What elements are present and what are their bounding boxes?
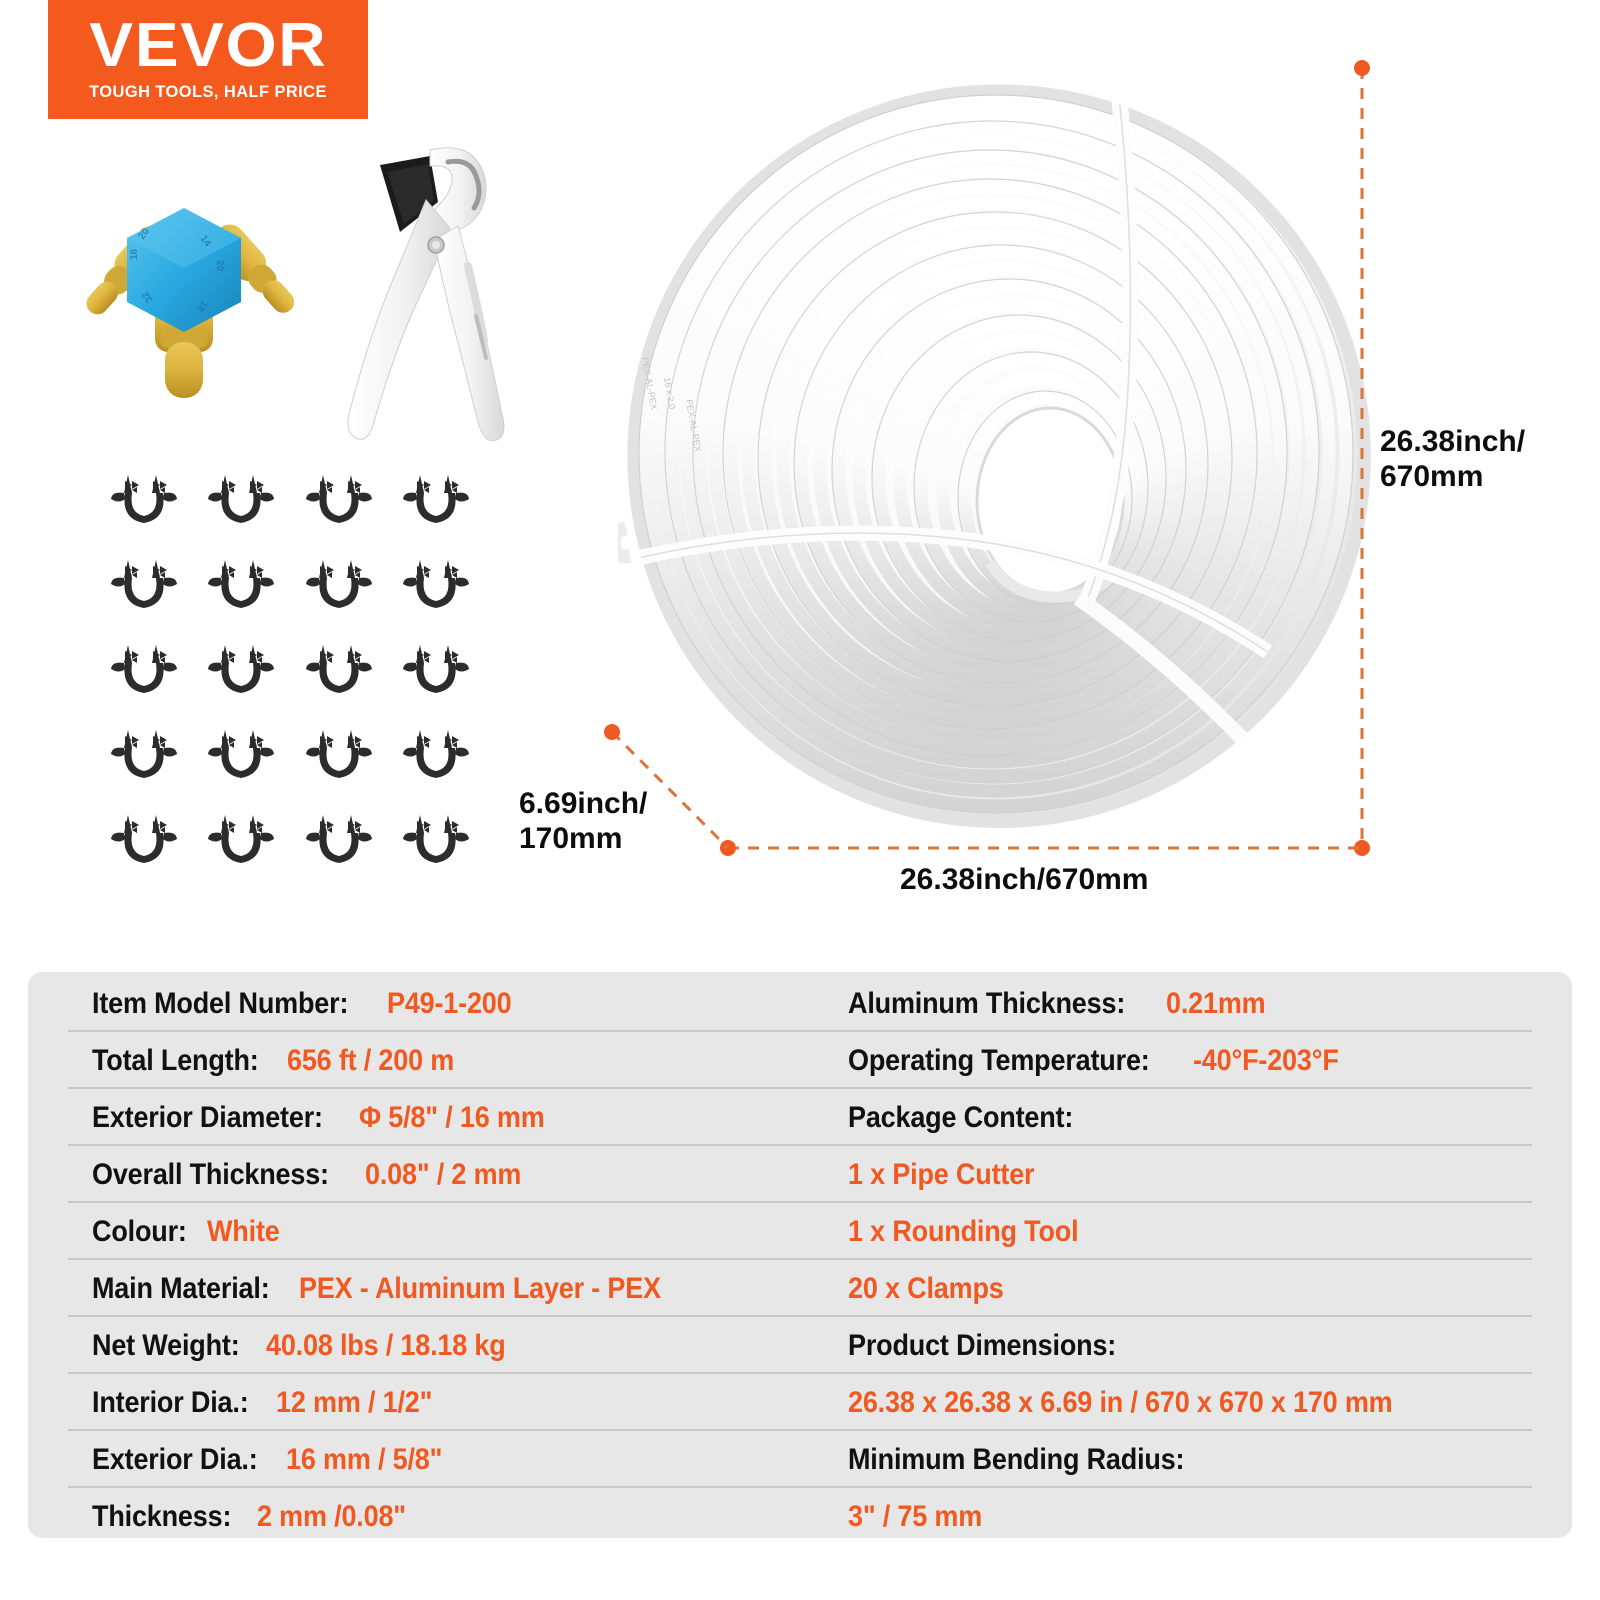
spec-value: White [207,1214,280,1248]
row-separator [68,1144,1532,1146]
spec-row: Operating Temperature: -40°F-203°F [800,1031,1572,1090]
spec-row: Aluminum Thickness: 0.21mm [800,974,1572,1033]
clamp-item [399,724,473,796]
clamp-item [204,554,278,626]
spec-value: PEX - Aluminum Layer - PEX [299,1271,662,1305]
clamp-item [107,809,181,881]
dimension-depth-label: 6.69inch/ 170mm [519,787,648,856]
spec-row: Main Material: PEX - Aluminum Layer - PEX [28,1259,800,1318]
spec-label: Item Model Number: [92,986,349,1020]
row-separator [68,1486,1532,1488]
spec-row: Package Content: [800,1088,1572,1147]
spec-label: Colour: [92,1214,187,1248]
spec-row: 3" / 75 mm [800,1487,1572,1538]
spec-column-left: Item Model Number: P49-1-200 Total Length… [28,972,800,1538]
clamp-item [107,639,181,711]
spec-row: 1 x Pipe Cutter [800,1145,1572,1204]
clamp-item [399,639,473,711]
spec-row: 20 x Clamps [800,1259,1572,1318]
spec-row: Minimum Bending Radius: [800,1430,1572,1489]
spec-value: 0.08" / 2 mm [365,1157,522,1191]
clamp-item [302,554,376,626]
spec-value: 40.08 lbs / 18.18 kg [265,1328,506,1362]
clamp-item [302,639,376,711]
spec-row: Item Model Number: P49-1-200 [28,974,800,1033]
spec-value: 656 ft / 200 m [287,1043,455,1077]
spec-row: Interior Dia.: 12 mm / 1/2" [28,1373,800,1432]
row-separator [68,1087,1532,1089]
spec-value: 2 mm /0.08" [256,1499,406,1533]
clamp-item [302,809,376,881]
row-separator [68,1258,1532,1260]
spec-value: 1 x Rounding Tool [848,1214,1079,1248]
spec-label: Aluminum Thickness: [848,986,1126,1020]
spec-value: -40°F-203°F [1193,1043,1339,1077]
spec-row: Colour: White [28,1202,800,1261]
row-separator [68,1030,1532,1032]
spec-value: 1 x Pipe Cutter [848,1157,1035,1191]
clamp-item [302,469,376,541]
spec-row: 26.38 x 26.38 x 6.69 in / 670 x 670 x 17… [800,1373,1572,1432]
clamps-grid [95,462,485,887]
spec-label: Thickness: [92,1499,232,1533]
spec-label: Total Length: [92,1043,259,1077]
spec-row: Product Dimensions: [800,1316,1572,1375]
specifications-panel: Item Model Number: P49-1-200 Total Length… [28,972,1572,1538]
spec-value: Φ 5/8" / 16 mm [358,1100,545,1134]
rounding-tool-image: 20 14 16 20 32 18 [45,160,335,410]
row-separator [68,1201,1532,1203]
row-separator [68,1315,1532,1317]
brand-name: VEVOR [88,11,328,81]
spec-label: Overall Thickness: [92,1157,329,1191]
clamp-item [204,809,278,881]
spec-label: Net Weight: [92,1328,240,1362]
clamp-item [204,724,278,796]
clamp-item [302,724,376,796]
clamp-item [204,639,278,711]
spec-value: 0.21mm [1165,986,1266,1020]
spec-label: Minimum Bending Radius: [848,1442,1185,1476]
spec-label: Product Dimensions: [848,1328,1117,1362]
spec-row: Exterior Diameter: Φ 5/8" / 16 mm [28,1088,800,1147]
pipe-cutter-image [330,140,555,450]
spec-label: Exterior Diameter: [92,1100,323,1134]
clamp-item [399,554,473,626]
spec-label: Operating Temperature: [848,1043,1150,1077]
clamp-item [204,469,278,541]
spec-label: Interior Dia.: [92,1385,249,1419]
spec-value: 3" / 75 mm [848,1499,983,1533]
clamp-item [399,469,473,541]
spec-row: Net Weight: 40.08 lbs / 18.18 kg [28,1316,800,1375]
spec-value: 12 mm / 1/2" [275,1385,433,1419]
spec-label: Main Material: [92,1271,270,1305]
clamp-item [107,724,181,796]
svg-text:16: 16 [129,248,140,260]
svg-text:20: 20 [214,260,225,272]
spec-row: Overall Thickness: 0.08" / 2 mm [28,1145,800,1204]
clamp-item [107,554,181,626]
spec-row: 1 x Rounding Tool [800,1202,1572,1261]
spec-value: P49-1-200 [386,986,512,1020]
vevor-logo: VEVOR TOUGH TOOLS, HALF PRICE [48,0,368,119]
spec-label: Package Content: [848,1100,1074,1134]
row-separator [68,1429,1532,1431]
spec-value: 16 mm / 5/8" [285,1442,443,1476]
spec-value: 20 x Clamps [848,1271,1004,1305]
spec-row: Total Length: 656 ft / 200 m [28,1031,800,1090]
dimension-height-label: 26.38inch/ 670mm [1380,425,1526,494]
brand-tagline: TOUGH TOOLS, HALF PRICE [89,82,327,101]
spec-value: 26.38 x 26.38 x 6.69 in / 670 x 670 x 17… [848,1385,1393,1419]
dimension-width-label: 26.38inch/670mm [900,863,1149,896]
spec-row: Exterior Dia.: 16 mm / 5/8" [28,1430,800,1489]
row-separator [68,1372,1532,1374]
clamp-item [399,809,473,881]
spec-label: Exterior Dia.: [92,1442,258,1476]
spec-column-right: Aluminum Thickness: 0.21mm Operating Temp… [800,972,1572,1538]
pex-pipe-coil-image: PEX-AL-PEX 16 x 2.0 PEX-AL-PEX [606,58,1380,858]
clamp-item [107,469,181,541]
spec-row: Thickness: 2 mm /0.08" [28,1487,800,1538]
